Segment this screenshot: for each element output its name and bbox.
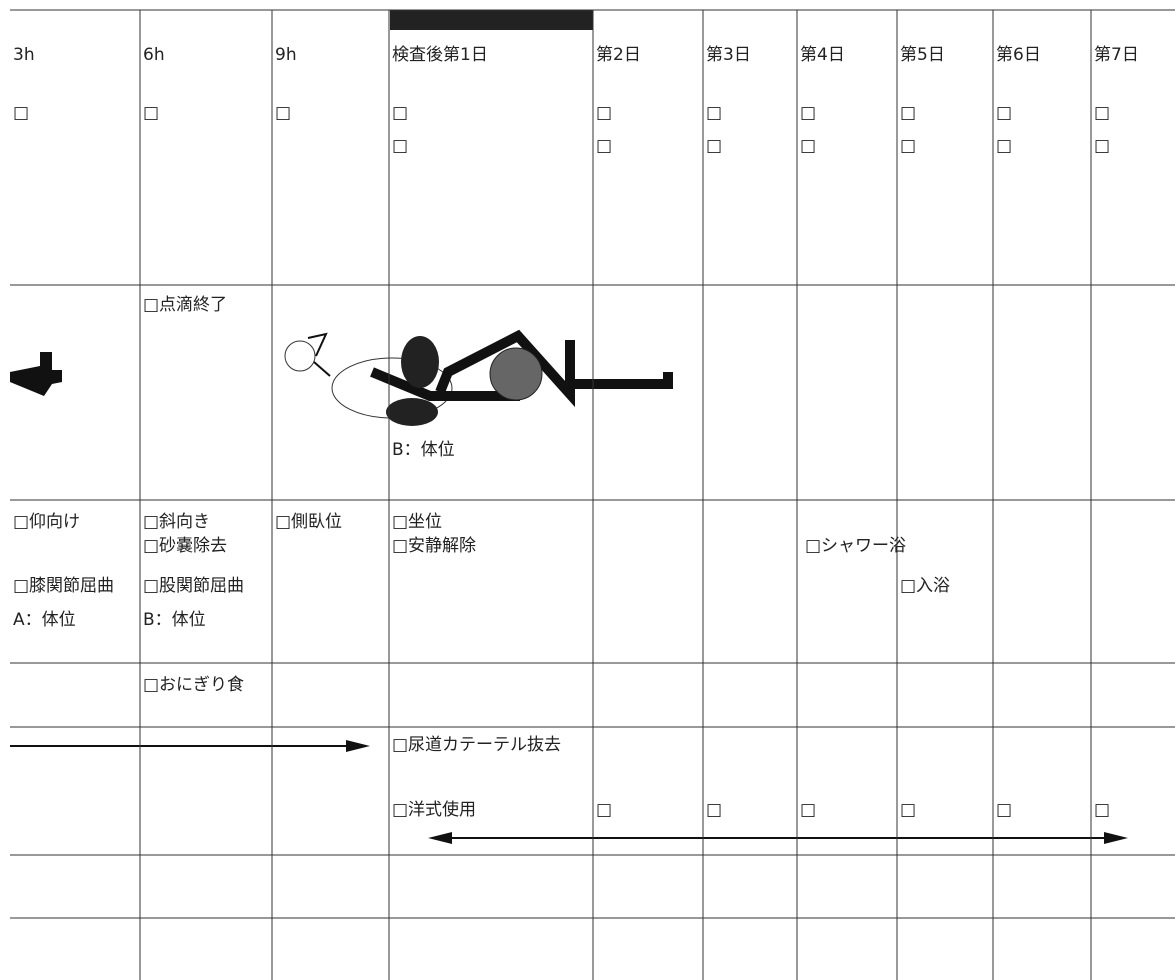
- cell-text: □尿道カテーテル抜去: [392, 735, 561, 755]
- header-bar: [390, 10, 593, 30]
- cell-text: □シャワー浴: [805, 536, 906, 556]
- arrow-head: [346, 740, 370, 752]
- limb: [307, 332, 331, 377]
- limb: [370, 329, 673, 408]
- cell-text: □膝関節屈曲: [13, 576, 114, 596]
- cell-text: □: [1094, 136, 1110, 156]
- cell-text: □: [706, 136, 722, 156]
- column-header: 第4日: [800, 45, 845, 65]
- cell-text: □安静解除: [392, 536, 476, 556]
- cell-text: □仰向け: [13, 512, 80, 532]
- cell-text: □: [996, 103, 1012, 123]
- column-header: 検査後第1日: [392, 45, 488, 65]
- cell-text: □: [1094, 800, 1110, 820]
- cell-text: □股関節屈曲: [143, 576, 244, 596]
- cell-text: A：体位: [13, 610, 76, 630]
- head-outline: [284, 340, 316, 372]
- cell-text: □: [1094, 103, 1110, 123]
- cell-text: □: [800, 103, 816, 123]
- cell-text: □斜向き: [143, 512, 210, 532]
- column-header: 第6日: [996, 45, 1041, 65]
- cell-text: □: [706, 103, 722, 123]
- cell-text: □おにぎり食: [143, 675, 244, 695]
- column-header: 第5日: [900, 45, 945, 65]
- cell-text: □: [596, 136, 612, 156]
- hip: [386, 398, 438, 426]
- cell-text: □: [596, 800, 612, 820]
- cell-text: □: [800, 800, 816, 820]
- column-header: 第2日: [596, 45, 641, 65]
- cell-text: □入浴: [900, 576, 950, 596]
- cell-text: □点滴終了: [143, 295, 227, 315]
- cell-text: □: [392, 103, 408, 123]
- arrows: [10, 740, 1128, 844]
- cell-text: □: [13, 103, 29, 123]
- cell-text: □: [996, 136, 1012, 156]
- cell-text: B：体位: [392, 440, 455, 460]
- cell-text: B：体位: [143, 610, 206, 630]
- head: [401, 336, 439, 388]
- cell-text: □: [596, 103, 612, 123]
- cell-text: □: [392, 136, 408, 156]
- cell-text: □: [900, 136, 916, 156]
- cell-text: □側臥位: [275, 512, 342, 532]
- knee: [489, 347, 543, 401]
- cell-text: □: [706, 800, 722, 820]
- cell-text: □: [800, 136, 816, 156]
- cell-text: □: [900, 800, 916, 820]
- cell-text: □: [996, 800, 1012, 820]
- cell-text: □: [143, 103, 159, 123]
- figure: [10, 329, 673, 426]
- cell-text: □: [900, 103, 916, 123]
- icon: [10, 352, 62, 396]
- column-header: 第7日: [1094, 45, 1139, 65]
- column-header: 9h: [275, 45, 297, 65]
- column-header: 第3日: [706, 45, 751, 65]
- cell-text: □坐位: [392, 512, 442, 532]
- column-header: 6h: [143, 45, 165, 65]
- column-header: 3h: [13, 45, 35, 65]
- cell-text: □: [275, 103, 291, 123]
- cell-text: □砂嚢除去: [143, 536, 227, 556]
- cell-text: □洋式使用: [392, 799, 476, 820]
